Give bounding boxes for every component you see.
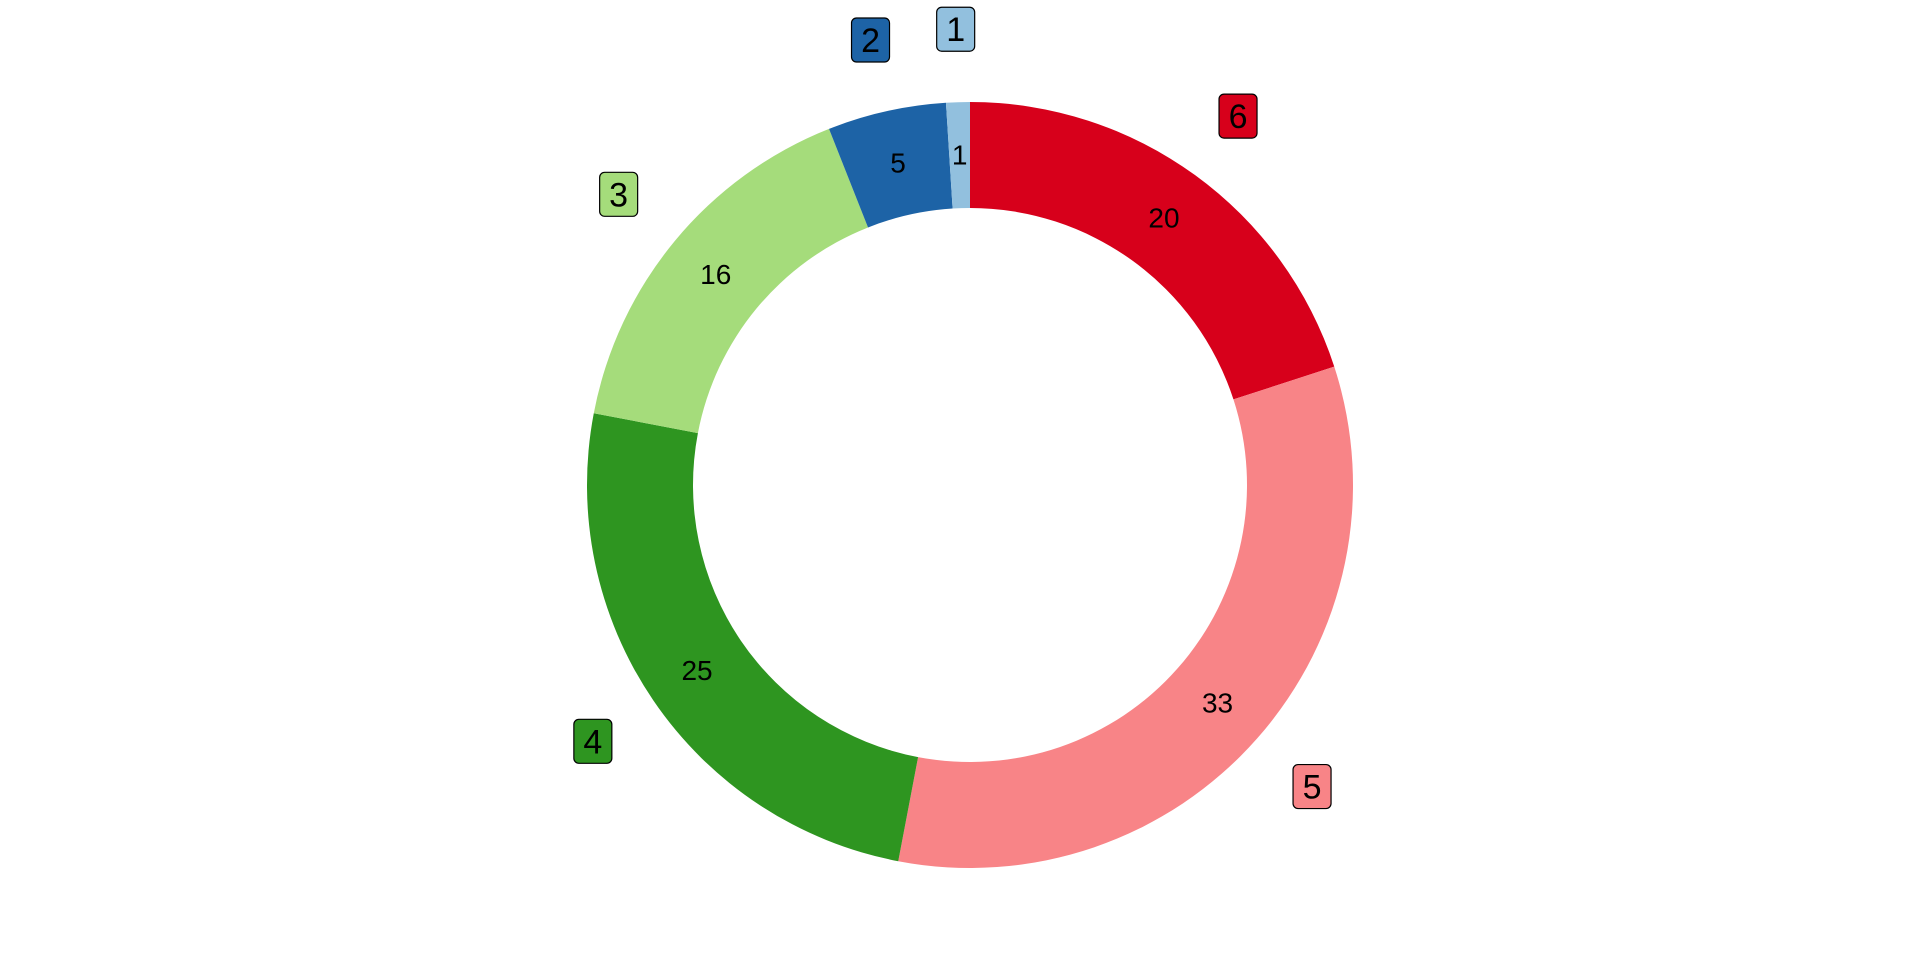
category-badge-box-4 bbox=[573, 718, 613, 764]
category-badge-box-3 bbox=[599, 171, 639, 217]
slice-value-label-3: 16 bbox=[700, 259, 731, 290]
category-badge-box-5 bbox=[1292, 763, 1332, 810]
donut-slice-3 bbox=[593, 128, 869, 434]
category-badge-3: 3 bbox=[599, 171, 639, 217]
category-badge-label-2: 2 bbox=[861, 22, 880, 60]
category-badge-6: 6 bbox=[1218, 93, 1258, 139]
slice-value-label-4: 25 bbox=[681, 655, 712, 686]
category-badge-label-1: 1 bbox=[946, 11, 965, 49]
category-badge-box-2 bbox=[850, 17, 891, 63]
category-badge-box-1 bbox=[936, 6, 976, 52]
category-badge-4: 4 bbox=[573, 718, 613, 764]
donut-slice-6 bbox=[970, 102, 1335, 400]
category-badge-label-3: 3 bbox=[609, 176, 628, 214]
slice-value-label-1: 1 bbox=[952, 140, 968, 171]
slices-layer bbox=[587, 102, 1353, 868]
category-badges-layer: 6 5 4 3 2 1 bbox=[573, 6, 1332, 810]
donut-slice-2 bbox=[829, 102, 953, 228]
category-badge-label-5: 5 bbox=[1303, 769, 1322, 807]
slice-value-label-2: 5 bbox=[890, 147, 906, 178]
category-badge-label-6: 6 bbox=[1229, 98, 1248, 136]
slice-value-label-6: 20 bbox=[1148, 203, 1179, 234]
donut-slice-5 bbox=[898, 366, 1353, 868]
category-badge-5: 5 bbox=[1292, 763, 1332, 810]
category-badge-2: 2 bbox=[850, 17, 891, 63]
slice-value-label-5: 33 bbox=[1202, 688, 1233, 719]
category-badge-label-4: 4 bbox=[583, 723, 602, 761]
donut-slice-4 bbox=[587, 413, 919, 862]
category-badge-1: 1 bbox=[936, 6, 976, 52]
category-badge-box-6 bbox=[1218, 93, 1258, 139]
value-labels-layer: 20 33 25 16 5 1 bbox=[681, 140, 1233, 719]
donut-slice-1 bbox=[945, 102, 970, 209]
